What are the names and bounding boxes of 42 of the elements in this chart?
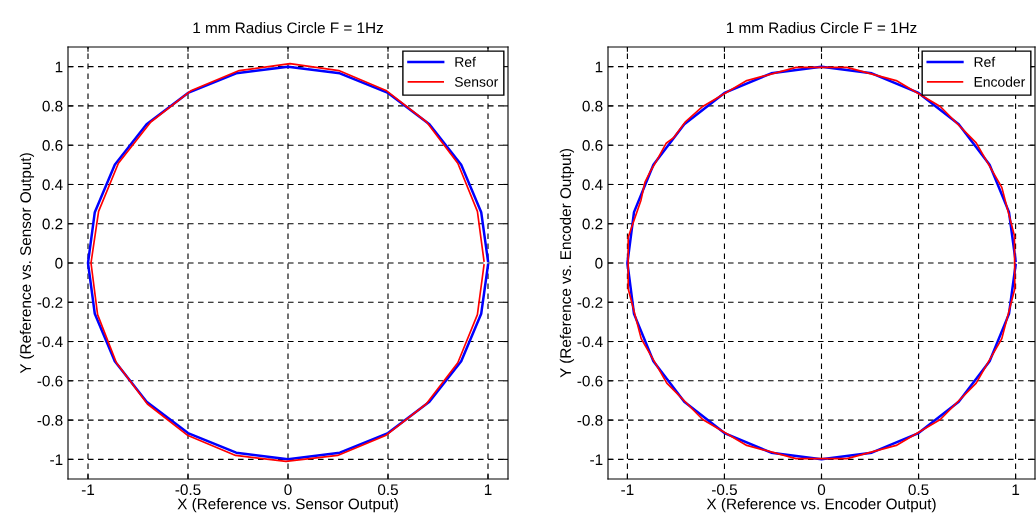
y-tick-label: 0 — [55, 257, 63, 269]
x-tick-label: 0 — [284, 484, 292, 496]
legend-label: Ref — [974, 56, 996, 67]
x-axis-title: X (Reference vs. Encoder Output) — [706, 498, 936, 513]
y-tick-label: 1 — [55, 61, 63, 73]
y-tick-label: 0.4 — [42, 179, 63, 191]
x-tick-label: -1 — [81, 484, 95, 495]
y-tick-label: 0.4 — [582, 179, 603, 191]
y-tick-label: 0.6 — [582, 140, 603, 151]
y-tick-label: -1 — [590, 454, 603, 465]
chart-title: 1 mm Radius Circle F = 1Hz — [193, 22, 383, 34]
y-tick-label: -0.8 — [37, 414, 63, 426]
y-tick-label: 0.8 — [42, 100, 63, 112]
legend-label: Encoder — [974, 76, 1026, 87]
x-tick-label: 1 — [1012, 484, 1020, 495]
x-axis-title: X (Reference vs. Sensor Output) — [177, 498, 398, 513]
x-tick-label: 0 — [817, 484, 826, 496]
x-tick-label: 1 — [484, 484, 492, 495]
x-tick-label: -0.5 — [711, 484, 737, 496]
y-tick-label: -0.6 — [577, 375, 603, 387]
legend-label: Ref — [455, 56, 476, 67]
y-tick-label: 0.2 — [42, 218, 63, 230]
x-tick-label: 0.5 — [908, 484, 929, 496]
y-axis-title: Y (Reference vs. Encoder Output) — [559, 149, 575, 378]
y-axis-title: Y (Reference vs. Sensor Output) — [19, 153, 35, 374]
legend-label: Sensor — [454, 76, 499, 87]
y-tick-label: -0.2 — [577, 297, 603, 308]
x-tick-label: -0.5 — [175, 484, 201, 496]
y-tick-label: 0.2 — [582, 218, 603, 230]
y-tick-label: -0.2 — [37, 297, 63, 308]
x-tick-label: 0.5 — [377, 484, 398, 496]
y-tick-label: 0.6 — [42, 140, 63, 151]
y-tick-label: -1 — [50, 454, 63, 465]
y-tick-label: 1 — [595, 61, 603, 73]
x-tick-label: -1 — [621, 484, 634, 495]
chart-title: 1 mm Radius Circle F = 1Hz — [726, 22, 917, 34]
y-tick-label: -0.4 — [37, 336, 63, 348]
y-tick-label: 0.8 — [582, 100, 603, 112]
y-tick-label: 0 — [595, 257, 603, 269]
y-tick-label: -0.4 — [577, 336, 603, 348]
y-tick-label: -0.6 — [37, 375, 63, 387]
y-tick-label: -0.8 — [577, 414, 603, 426]
